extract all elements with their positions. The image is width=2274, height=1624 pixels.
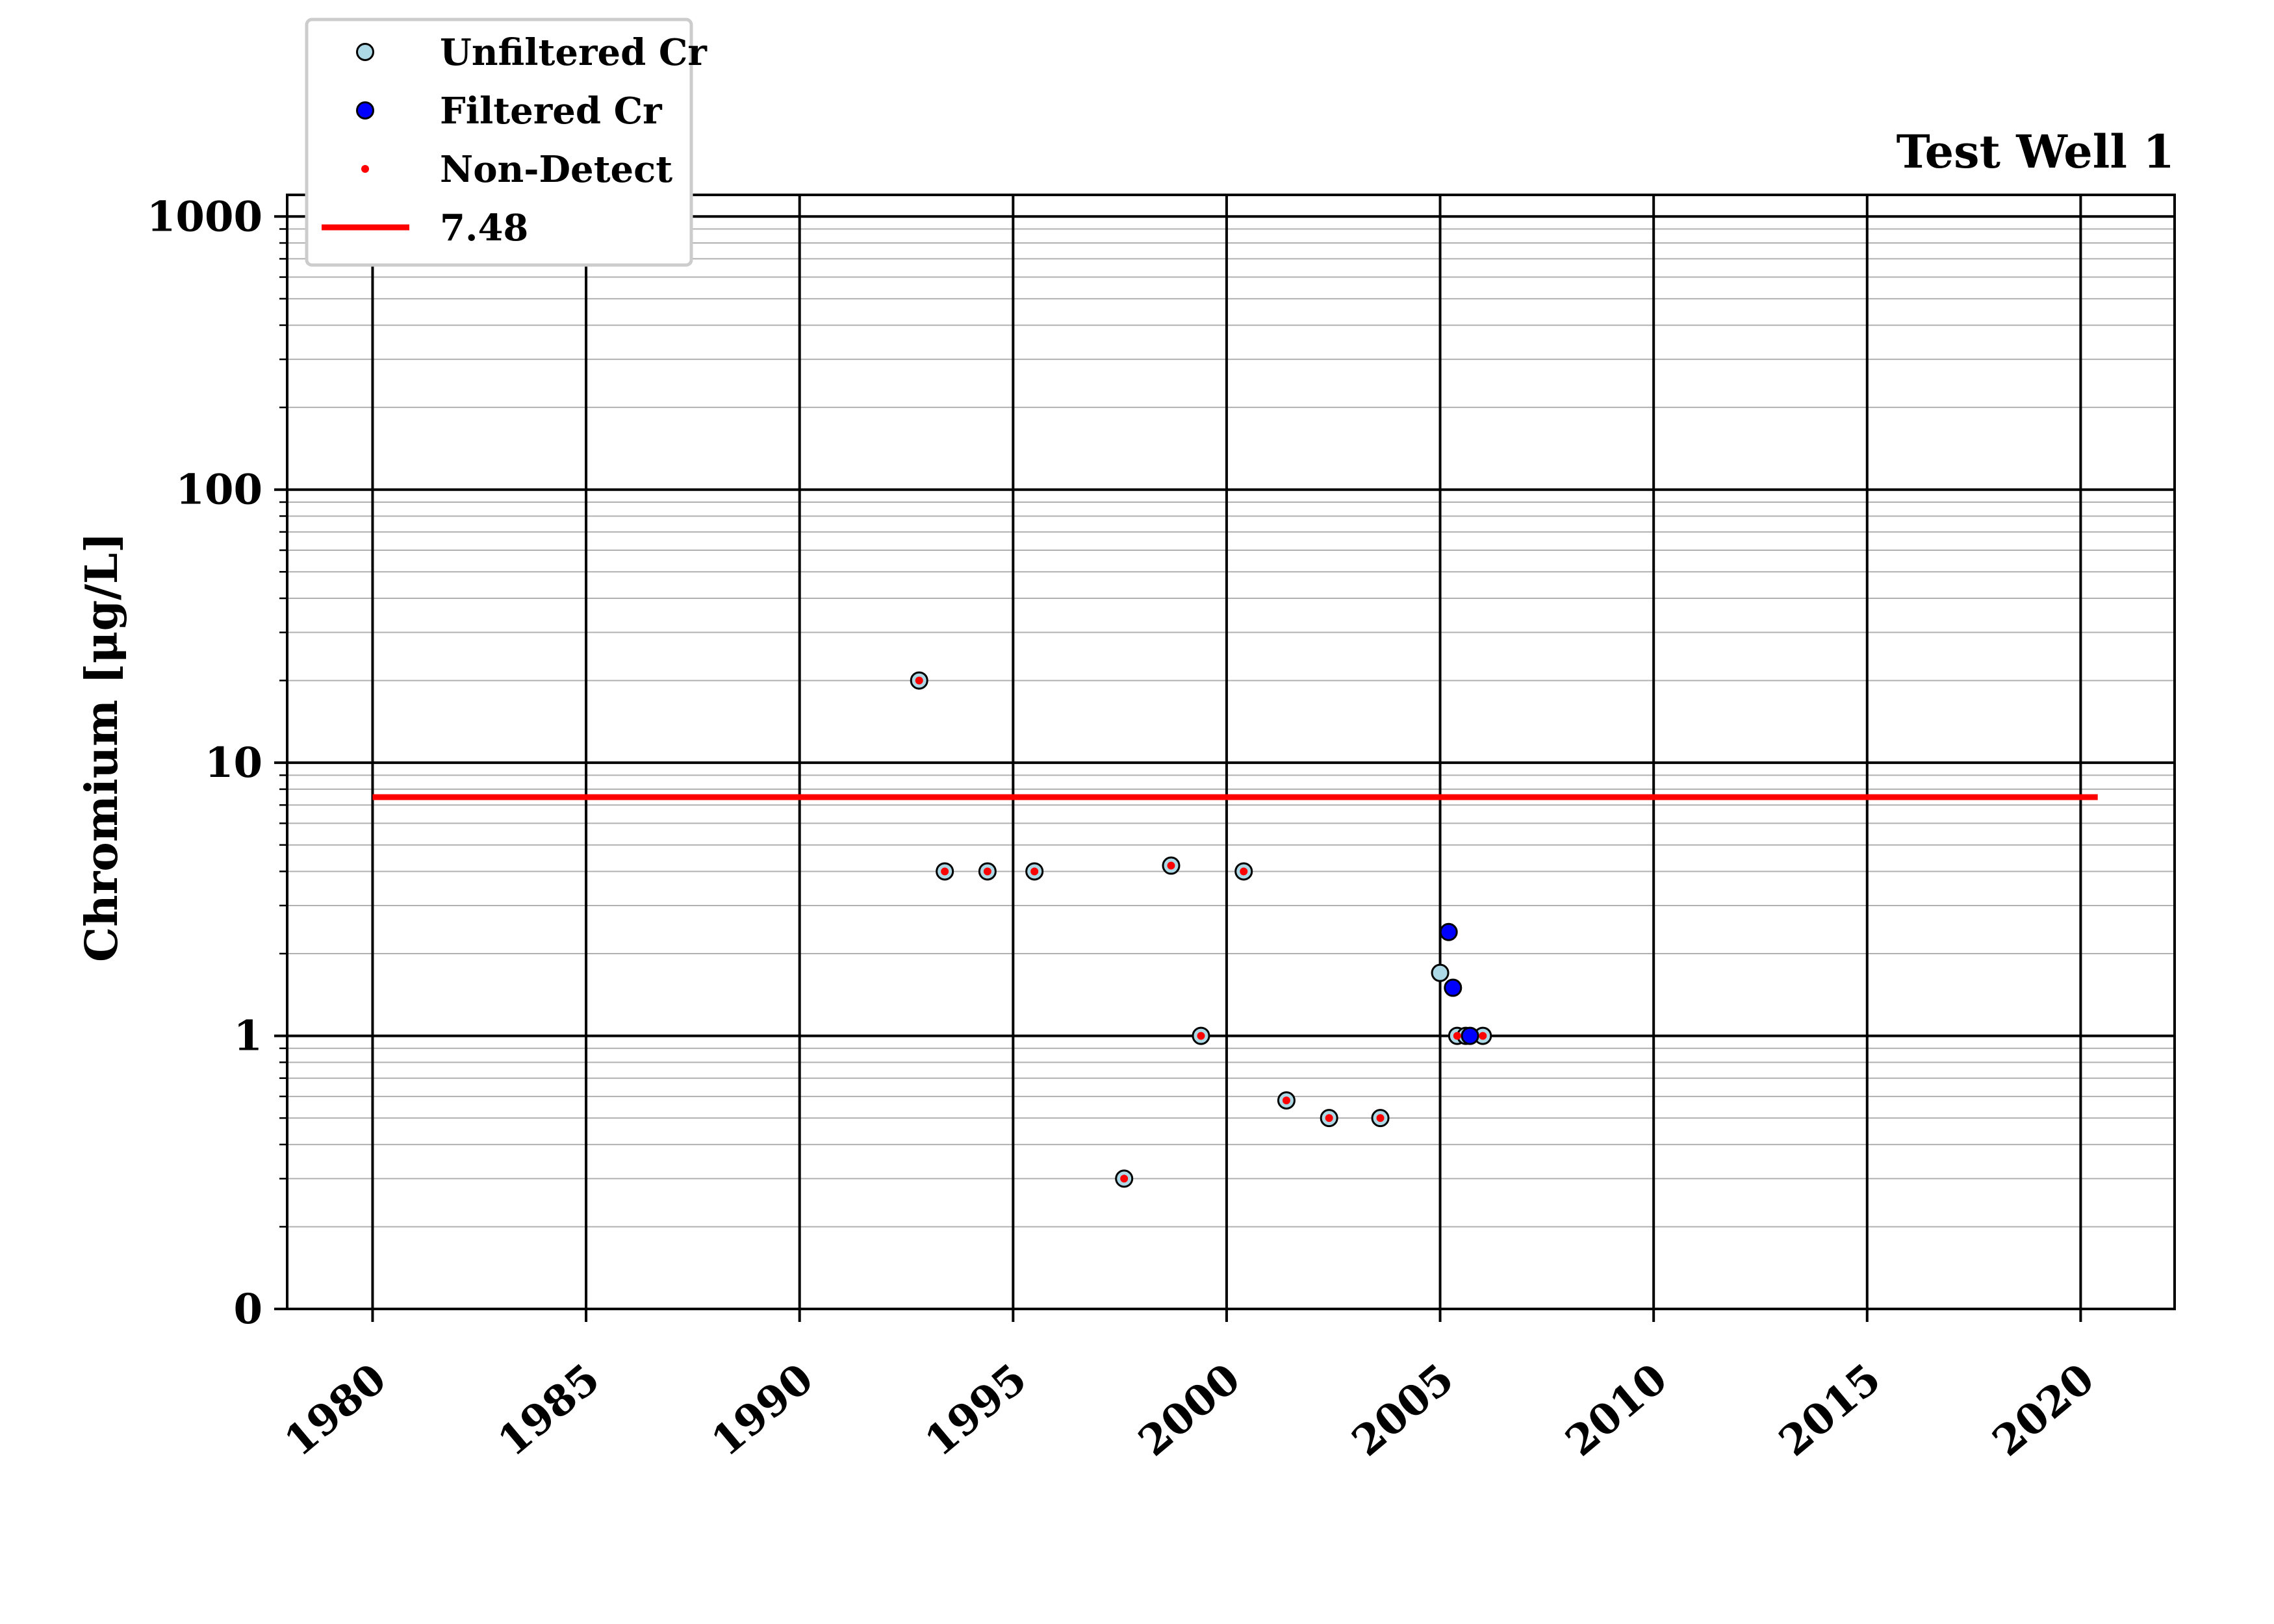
x-tick-label: 1980 [275,1354,396,1466]
x-tick-label: 2015 [1770,1354,1890,1466]
plot-frame [286,194,2176,1310]
legend-label: Unfiltered Cr [440,31,708,74]
y-tick-label: 10 [205,739,262,787]
non-detect-marker [983,867,991,876]
y-axis-title: Chromium [μg/L] [76,532,128,962]
filtered-cr-point [1444,978,1463,997]
chart-title: Test Well 1 [1897,125,2175,179]
plot-area [287,195,2175,1309]
non-detect-marker [941,867,949,876]
non-detect-marker [1030,867,1039,876]
x-tick-label: 1985 [489,1354,609,1466]
x-tick-label: 2020 [1984,1354,2104,1466]
x-tick-label: 1990 [702,1354,823,1466]
non-detect-marker [1120,1174,1129,1183]
unfiltered-cr-point [1431,963,1450,982]
non-detect-marker [1282,1097,1290,1105]
legend: Unfiltered Cr Filtered Cr Non-Detect 7.48 [305,18,708,267]
non-detect-marker [1240,867,1248,876]
x-tick-label: 2000 [1130,1354,1250,1466]
x-tick-labels: 1980 1985 1990 1995 2000 2005 2010 2015 2020 [275,1354,2104,1466]
non-detect-marker [1197,1032,1205,1040]
legend-marker [356,101,374,120]
y-tick-label: 1 [233,1012,262,1061]
minor-gridlines [287,228,2175,1228]
plot-background [287,195,2175,1309]
plot-border [286,194,2176,1310]
non-detect-marker [1325,1114,1333,1123]
legend-label: Non-Detect [440,148,672,191]
y-tick-label: 0 [233,1285,262,1334]
non-detect-marker [915,676,923,685]
filtered-cr-point [1461,1026,1479,1045]
x-tick-label: 1995 [916,1354,1036,1466]
non-detect-marker [1479,1032,1487,1040]
non-detect-marker [1376,1114,1385,1123]
x-tick-label: 2010 [1557,1354,1677,1466]
non-detect-marker [1167,861,1175,870]
legend-label: Filtered Cr [440,90,663,133]
legend-box [305,18,693,267]
non-detect-marker [1453,1032,1461,1040]
legend-marker [356,43,374,61]
axis-ticks [274,215,2082,1322]
y-tick-label: 100 [175,466,262,514]
data-points [910,671,1492,1188]
legend-marker [361,165,369,173]
y-tick-label: 1000 [147,192,262,241]
legend-label: 7.48 [440,207,528,249]
y-tick-labels: 0 1 10 100 1000 [147,192,262,1334]
x-tick-label: 2005 [1343,1354,1463,1466]
filtered-cr-point [1439,922,1458,941]
